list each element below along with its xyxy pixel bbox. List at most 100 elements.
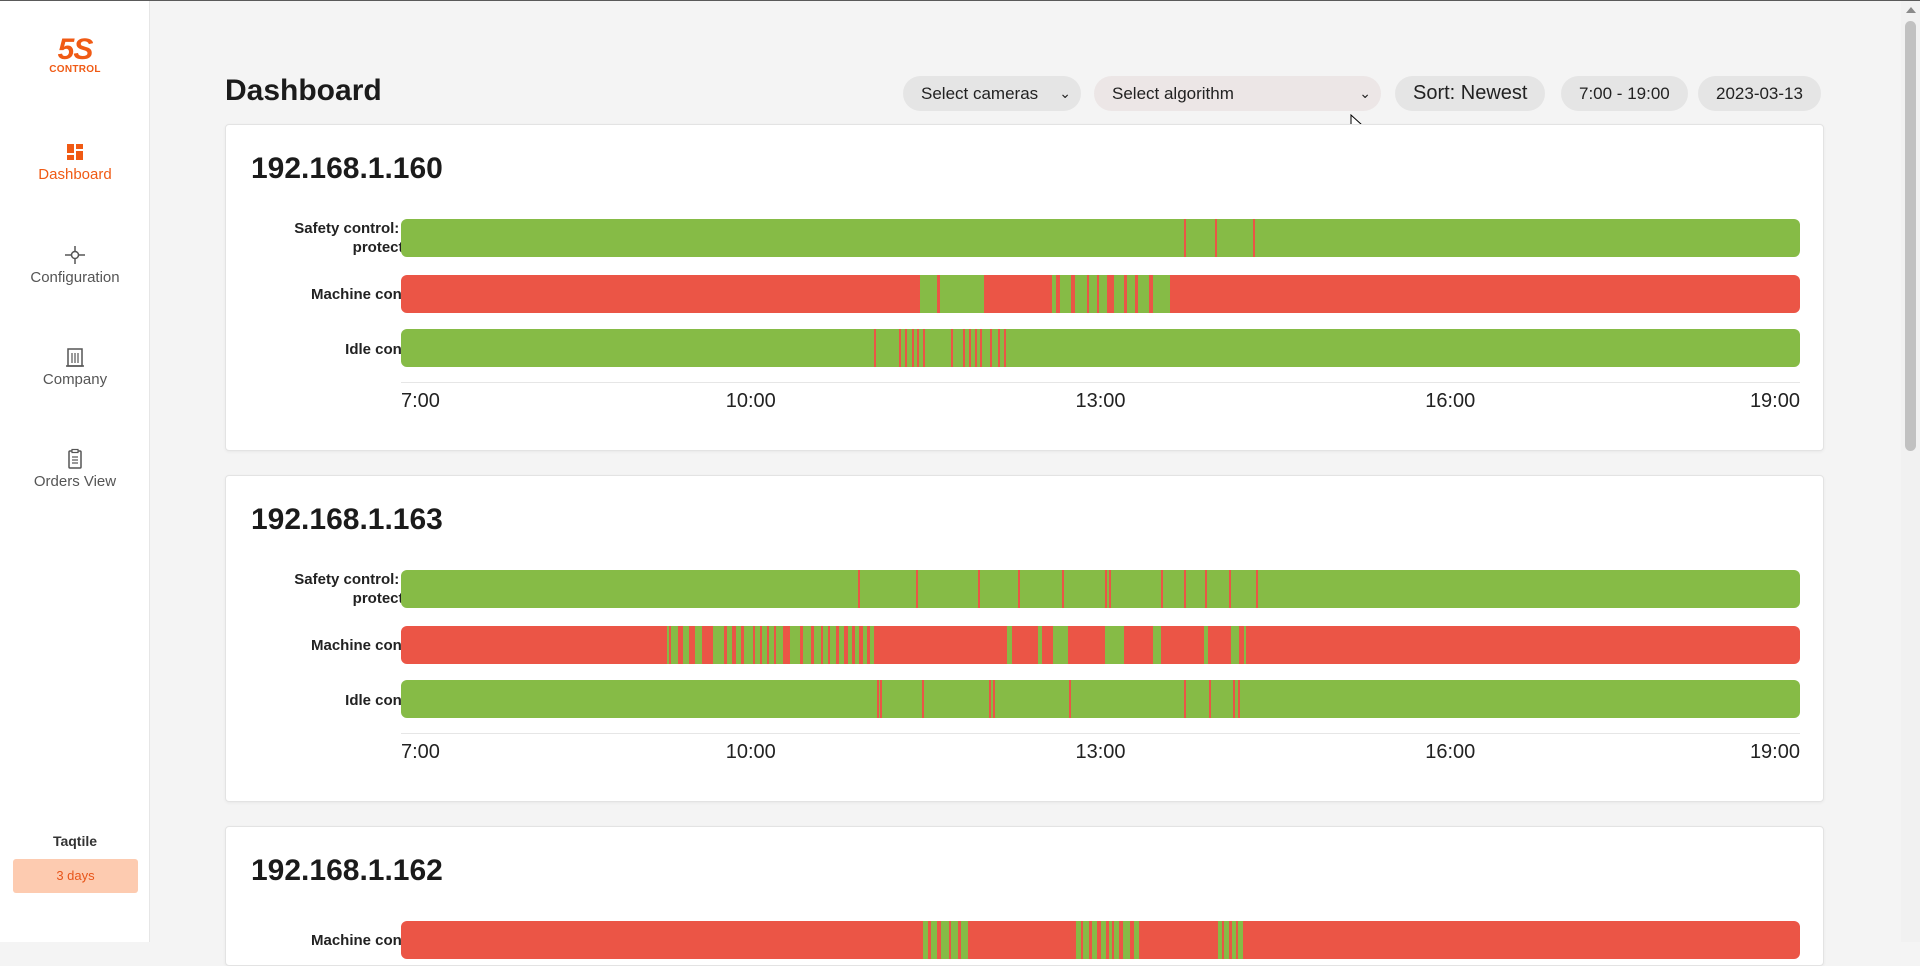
scroll-up-arrow-icon[interactable] [1906, 7, 1916, 13]
violation-mark[interactable] [1184, 680, 1187, 718]
ok-segment[interactable] [1092, 921, 1097, 959]
ok-segment[interactable] [803, 626, 812, 664]
date-picker-button[interactable]: 2023-03-13 [1698, 76, 1821, 111]
ok-segment[interactable] [939, 275, 984, 313]
violation-mark[interactable] [962, 329, 965, 367]
violation-mark[interactable] [951, 329, 954, 367]
ok-segment[interactable] [1243, 626, 1247, 664]
violation-mark[interactable] [1214, 219, 1217, 257]
violation-mark[interactable] [1003, 329, 1006, 367]
ok-segment[interactable] [1074, 275, 1087, 313]
ok-segment[interactable] [755, 626, 761, 664]
ok-segment[interactable] [1134, 921, 1139, 959]
ok-segment[interactable] [735, 626, 742, 664]
violation-mark[interactable] [922, 680, 925, 718]
violation-mark[interactable] [997, 329, 1000, 367]
trial-badge[interactable]: 3 days [13, 859, 138, 893]
violation-mark[interactable] [1062, 570, 1065, 608]
violation-mark[interactable] [993, 680, 996, 718]
sidebar-item-orders-view[interactable]: Orders View [0, 448, 150, 490]
ok-segment[interactable] [671, 626, 679, 664]
violation-mark[interactable] [923, 329, 926, 367]
violation-mark[interactable] [1108, 570, 1111, 608]
ok-segment[interactable] [847, 626, 853, 664]
ok-segment[interactable] [1224, 921, 1229, 959]
ok-segment[interactable] [1114, 275, 1124, 313]
ok-segment[interactable] [1204, 626, 1208, 664]
ok-segment[interactable] [666, 626, 670, 664]
violation-mark[interactable] [1184, 570, 1187, 608]
sort-button[interactable]: Sort: Newest [1395, 76, 1546, 111]
violation-mark[interactable] [1184, 219, 1187, 257]
ok-segment[interactable] [1083, 921, 1089, 959]
timeline-track[interactable] [401, 680, 1800, 718]
ok-segment[interactable] [1114, 921, 1120, 959]
violation-mark[interactable] [968, 329, 971, 367]
ok-segment[interactable] [1051, 275, 1057, 313]
violation-mark[interactable] [904, 329, 907, 367]
violation-mark[interactable] [1205, 570, 1208, 608]
ok-segment[interactable] [854, 626, 860, 664]
ok-segment[interactable] [1218, 921, 1222, 959]
violation-mark[interactable] [989, 329, 992, 367]
violation-mark[interactable] [1233, 680, 1236, 718]
ok-segment[interactable] [830, 626, 836, 664]
timeline-track[interactable] [401, 329, 1800, 367]
ok-segment[interactable] [839, 626, 844, 664]
ok-segment[interactable] [940, 921, 949, 959]
violation-mark[interactable] [858, 570, 860, 608]
sidebar-item-dashboard[interactable]: Dashboard [0, 141, 150, 183]
violation-mark[interactable] [876, 680, 879, 718]
ok-segment[interactable] [762, 626, 768, 664]
time-range-button[interactable]: 7:00 - 19:00 [1561, 76, 1688, 111]
ok-segment[interactable] [1088, 275, 1097, 313]
ok-segment[interactable] [1137, 275, 1150, 313]
ok-segment[interactable] [1105, 626, 1124, 664]
violation-mark[interactable] [1228, 570, 1231, 608]
ok-segment[interactable] [862, 626, 868, 664]
ok-segment[interactable] [1152, 275, 1171, 313]
ok-segment[interactable] [951, 921, 959, 959]
timeline-track[interactable] [401, 219, 1800, 257]
violation-mark[interactable] [978, 570, 981, 608]
violation-mark[interactable] [980, 329, 983, 367]
violation-mark[interactable] [911, 329, 914, 367]
ok-segment[interactable] [931, 921, 938, 959]
violation-mark[interactable] [1253, 219, 1256, 257]
ok-segment[interactable] [813, 626, 821, 664]
ok-segment[interactable] [1037, 626, 1043, 664]
ok-segment[interactable] [869, 626, 875, 664]
ok-segment[interactable] [960, 921, 968, 959]
ok-segment[interactable] [1231, 626, 1240, 664]
ok-segment[interactable] [1100, 921, 1107, 959]
timeline-track[interactable] [401, 921, 1800, 959]
violation-mark[interactable] [1238, 680, 1241, 718]
violation-mark[interactable] [1017, 570, 1020, 608]
ok-segment[interactable] [823, 626, 828, 664]
ok-segment[interactable] [790, 626, 800, 664]
select-algorithm-dropdown[interactable]: Select algorithm ⌄ [1094, 76, 1381, 111]
ok-segment[interactable] [1232, 921, 1236, 959]
ok-segment[interactable] [694, 626, 702, 664]
violation-mark[interactable] [880, 680, 883, 718]
violation-mark[interactable] [916, 570, 919, 608]
ok-segment[interactable] [919, 275, 938, 313]
ok-segment[interactable] [1127, 275, 1136, 313]
ok-segment[interactable] [1052, 626, 1068, 664]
select-cameras-dropdown[interactable]: Select cameras ⌄ [903, 76, 1081, 111]
violation-mark[interactable] [974, 329, 977, 367]
page-scrollbar[interactable] [1901, 1, 1920, 942]
sidebar-item-company[interactable]: Company [0, 346, 150, 388]
sidebar-item-configuration[interactable]: Configuration [0, 244, 150, 286]
timeline-track[interactable] [401, 570, 1800, 608]
ok-segment[interactable] [1152, 626, 1162, 664]
ok-segment[interactable] [1099, 275, 1108, 313]
ok-segment[interactable] [743, 626, 754, 664]
violation-mark[interactable] [1161, 570, 1164, 608]
violation-mark[interactable] [1208, 680, 1211, 718]
ok-segment[interactable] [683, 626, 689, 664]
ok-segment[interactable] [1238, 921, 1243, 959]
ok-segment[interactable] [1007, 626, 1012, 664]
ok-segment[interactable] [769, 626, 775, 664]
timeline-track[interactable] [401, 626, 1800, 664]
